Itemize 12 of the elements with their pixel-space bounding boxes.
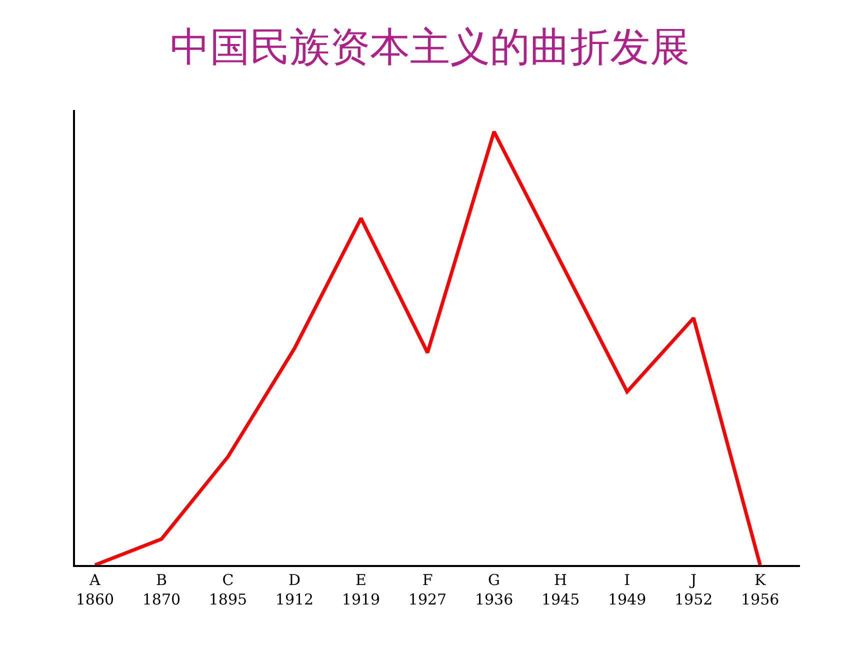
x-tick-label: E 1919 [342, 571, 380, 608]
x-tick-label: A 1860 [76, 571, 114, 608]
x-tick-label: F 1927 [408, 571, 447, 608]
x-tick-label: K 1956 [740, 571, 780, 608]
x-tick-label: C 1895 [208, 571, 248, 608]
x-tick-label: D 1912 [275, 571, 314, 608]
x-tick-label: B 1870 [142, 571, 181, 608]
x-tick-label: G 1936 [474, 571, 514, 608]
x-tick-label: J 1952 [674, 571, 713, 608]
x-tick-label: H 1945 [541, 571, 580, 608]
x-tick-label: I 1949 [608, 571, 646, 608]
chart-title: 中国民族资本主义的曲折发展 [170, 24, 690, 70]
